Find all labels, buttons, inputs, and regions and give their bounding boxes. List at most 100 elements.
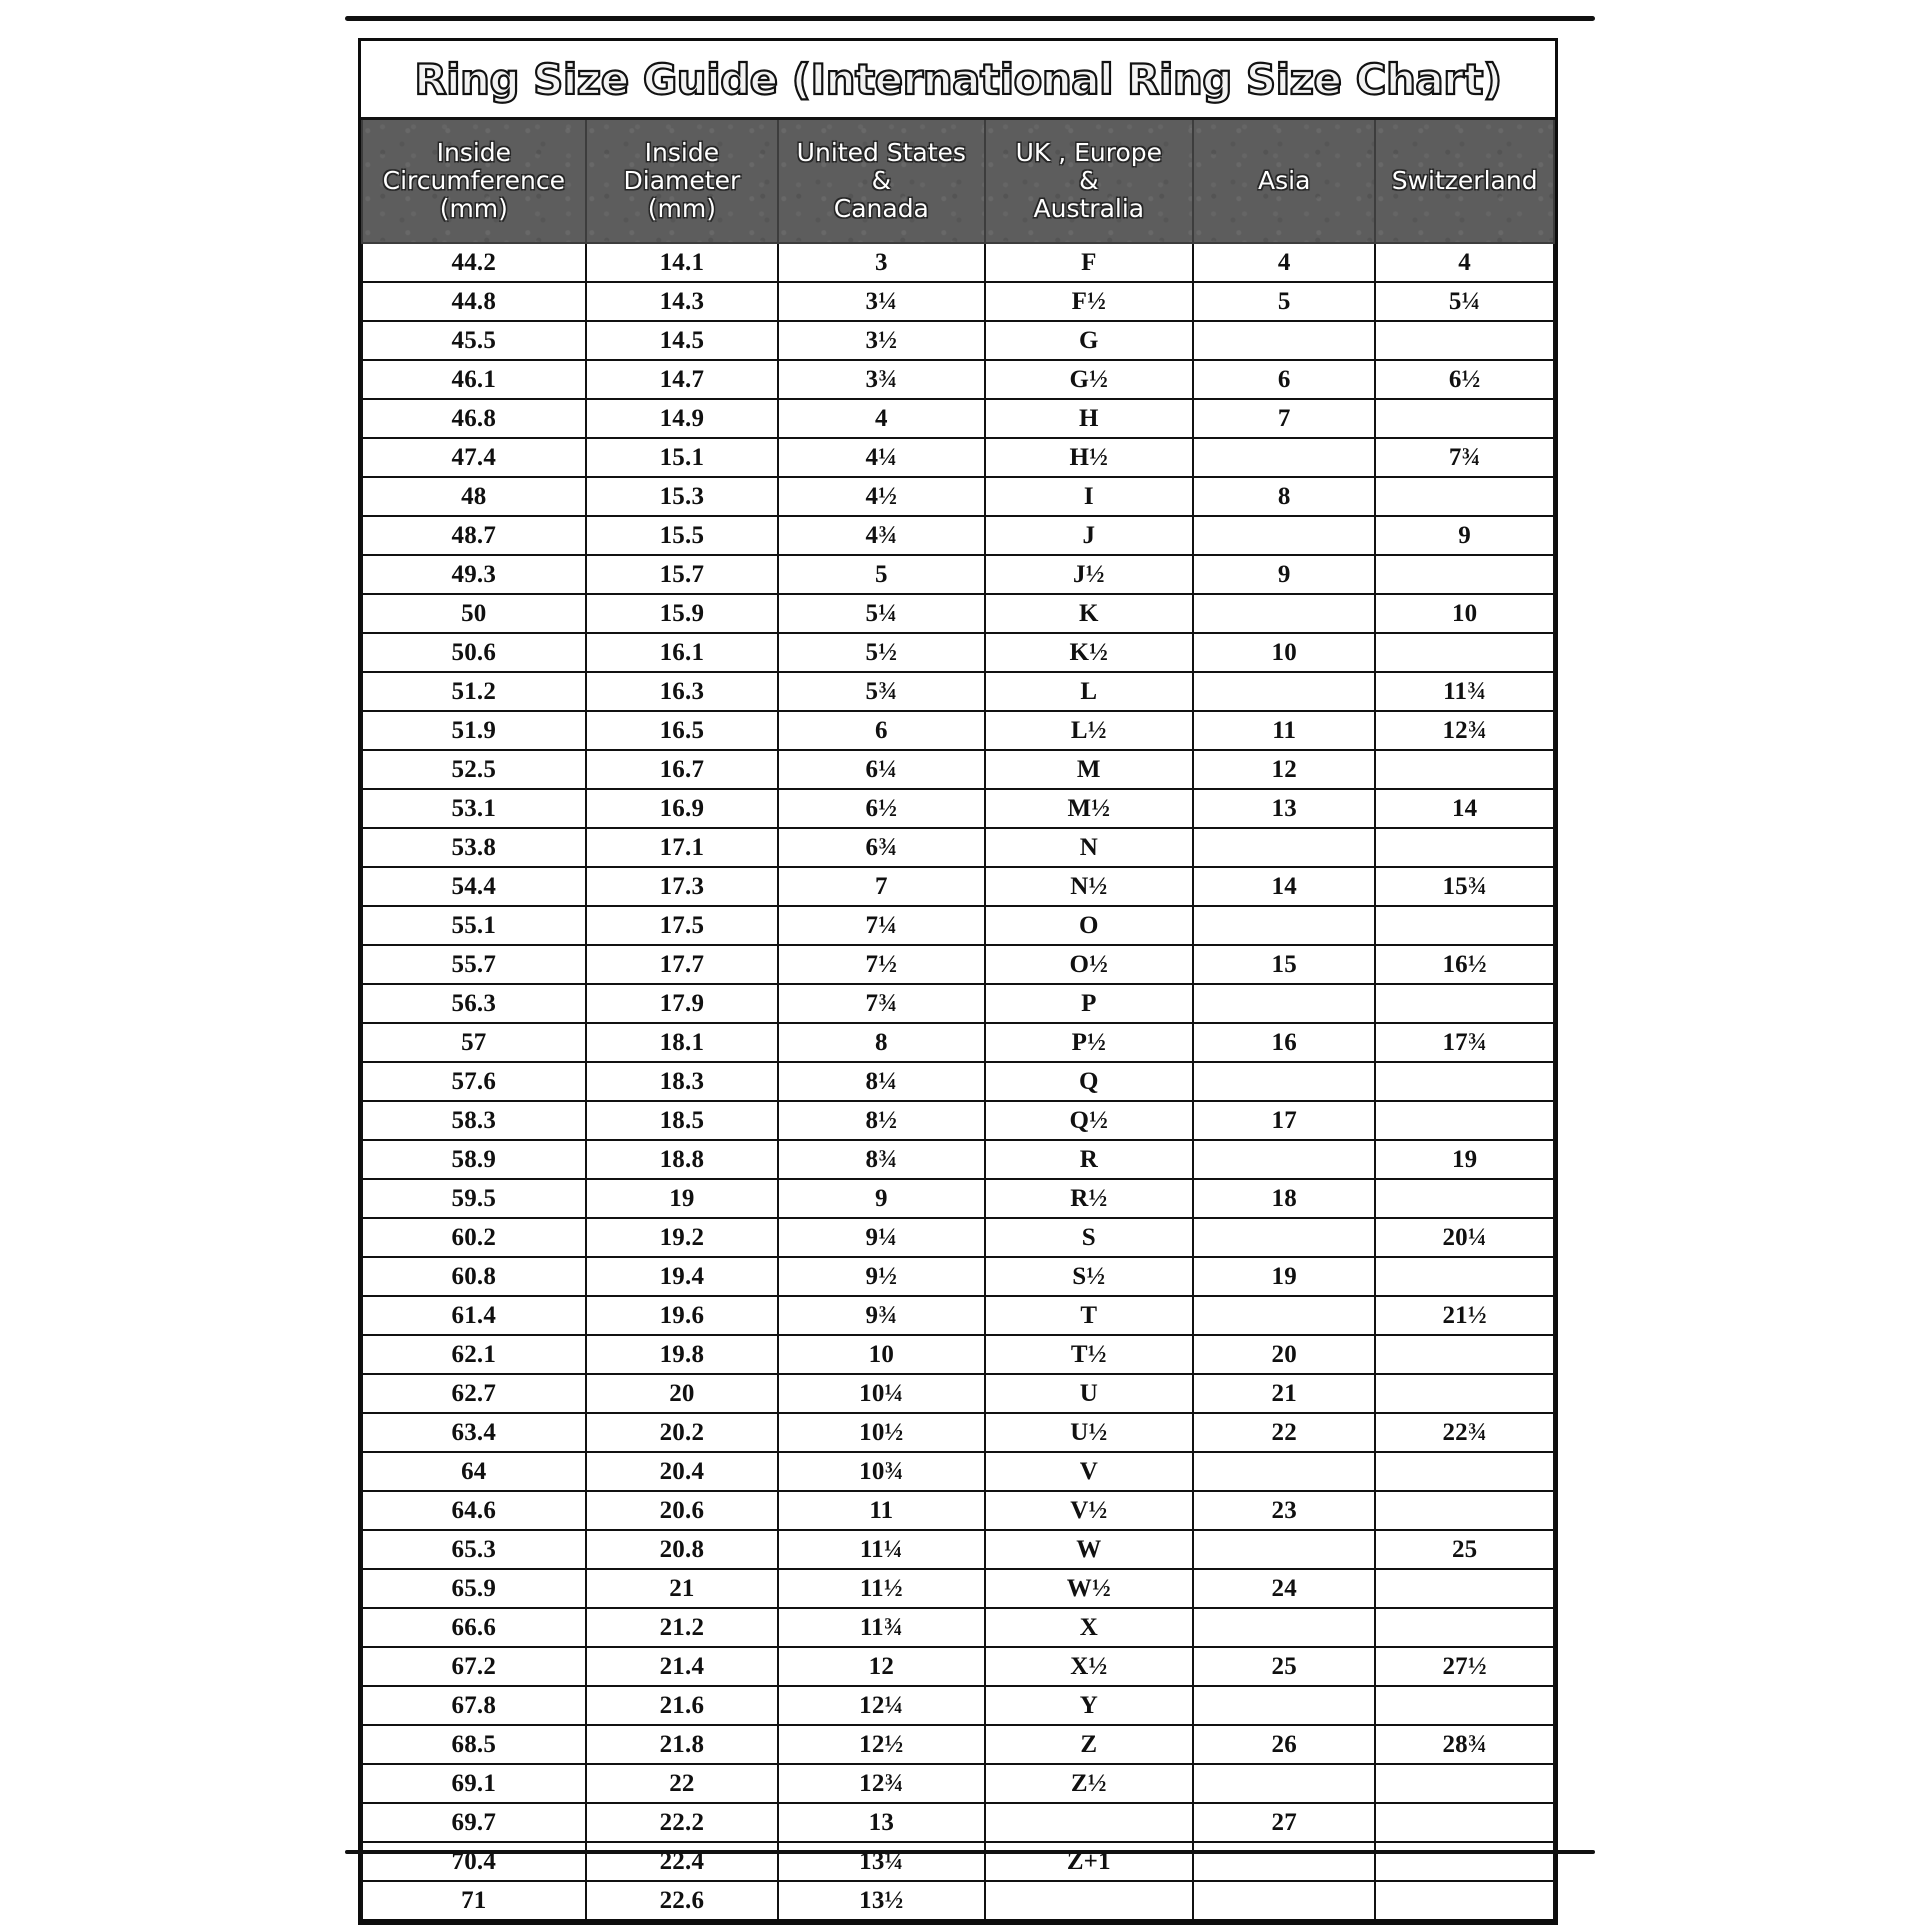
cell-asia: 25 bbox=[1192, 1646, 1377, 1687]
column-header-line: (mm) bbox=[439, 194, 508, 223]
cell-uk: O½ bbox=[983, 944, 1195, 985]
cell-uk bbox=[983, 1880, 1195, 1922]
table-row: 48 15.3 4½ I 8 bbox=[361, 476, 1555, 517]
table-row: 50 15.9 5¼ K 10 bbox=[361, 593, 1555, 634]
cell-diameter: 20.4 bbox=[584, 1451, 780, 1492]
cell-uk: G bbox=[983, 320, 1195, 361]
cell-us: 11½ bbox=[777, 1568, 986, 1609]
cell-circumference: 62.7 bbox=[361, 1373, 587, 1414]
cell-us: 13 bbox=[777, 1802, 986, 1843]
cell-circumference: 67.2 bbox=[361, 1646, 587, 1687]
cell-circumference: 49.3 bbox=[361, 554, 587, 595]
cell-us: 3 bbox=[777, 242, 986, 283]
page-bottom-rule bbox=[345, 1850, 1595, 1854]
column-header-line: Diameter bbox=[623, 166, 741, 195]
cell-us: 7½ bbox=[777, 944, 986, 985]
cell-circumference: 51.2 bbox=[361, 671, 587, 712]
cell-asia bbox=[1192, 1061, 1377, 1102]
cell-circumference: 44.2 bbox=[361, 242, 587, 283]
column-header-line: Asia bbox=[1258, 166, 1311, 195]
cell-asia bbox=[1192, 1295, 1377, 1336]
cell-us: 4¾ bbox=[777, 515, 986, 556]
cell-switzerland: 5¼ bbox=[1374, 281, 1555, 322]
cell-asia bbox=[1192, 593, 1377, 634]
cell-asia bbox=[1192, 671, 1377, 712]
cell-switzerland bbox=[1374, 1334, 1555, 1375]
cell-us: 9 bbox=[777, 1178, 986, 1219]
cell-asia: 21 bbox=[1192, 1373, 1377, 1414]
cell-diameter: 17.5 bbox=[584, 905, 780, 946]
cell-diameter: 20.2 bbox=[584, 1412, 780, 1453]
cell-diameter: 22.4 bbox=[584, 1841, 780, 1882]
cell-switzerland: 10 bbox=[1374, 593, 1555, 634]
table-row: 45.5 14.5 3½ G bbox=[361, 320, 1555, 361]
cell-asia bbox=[1192, 827, 1377, 868]
cell-us: 3½ bbox=[777, 320, 986, 361]
cell-diameter: 16.5 bbox=[584, 710, 780, 751]
cell-diameter: 22.2 bbox=[584, 1802, 780, 1843]
cell-circumference: 47.4 bbox=[361, 437, 587, 478]
cell-circumference: 55.7 bbox=[361, 944, 587, 985]
cell-diameter: 22 bbox=[584, 1763, 780, 1804]
cell-diameter: 15.1 bbox=[584, 437, 780, 478]
cell-circumference: 46.8 bbox=[361, 398, 587, 439]
cell-asia: 12 bbox=[1192, 749, 1377, 790]
table-row: 62.7 20 10¼ U 21 bbox=[361, 1373, 1555, 1414]
cell-uk: Z bbox=[983, 1724, 1195, 1765]
cell-circumference: 57.6 bbox=[361, 1061, 587, 1102]
cell-diameter: 16.3 bbox=[584, 671, 780, 712]
cell-switzerland bbox=[1374, 905, 1555, 946]
column-header-line: Inside bbox=[644, 138, 720, 167]
cell-uk: W bbox=[983, 1529, 1195, 1570]
cell-switzerland bbox=[1374, 554, 1555, 595]
table-row: 57 18.1 8 P½ 16 17¾ bbox=[361, 1022, 1555, 1063]
cell-asia: 7 bbox=[1192, 398, 1377, 439]
cell-uk: X½ bbox=[983, 1646, 1195, 1687]
column-header-line: & bbox=[1079, 166, 1099, 195]
cell-us: 11¼ bbox=[777, 1529, 986, 1570]
table-row: 58.9 18.8 8¾ R 19 bbox=[361, 1139, 1555, 1180]
column-header-uk: UK , Europe & Australia bbox=[983, 117, 1195, 244]
column-header-line: Canada bbox=[833, 194, 929, 223]
cell-circumference: 56.3 bbox=[361, 983, 587, 1024]
column-header-line: Australia bbox=[1033, 194, 1145, 223]
cell-circumference: 50 bbox=[361, 593, 587, 634]
cell-switzerland: 17¾ bbox=[1374, 1022, 1555, 1063]
cell-diameter: 15.7 bbox=[584, 554, 780, 595]
cell-asia bbox=[1192, 1217, 1377, 1258]
cell-switzerland: 20¼ bbox=[1374, 1217, 1555, 1258]
cell-circumference: 68.5 bbox=[361, 1724, 587, 1765]
cell-us: 13¼ bbox=[777, 1841, 986, 1882]
table-row: 55.1 17.5 7¼ O bbox=[361, 905, 1555, 946]
table-row: 48.7 15.5 4¾ J 9 bbox=[361, 515, 1555, 556]
cell-switzerland: 9 bbox=[1374, 515, 1555, 556]
cell-asia bbox=[1192, 1841, 1377, 1882]
cell-switzerland bbox=[1374, 1802, 1555, 1843]
cell-uk: U bbox=[983, 1373, 1195, 1414]
table-row: 51.9 16.5 6 L½ 11 12¾ bbox=[361, 710, 1555, 751]
cell-switzerland: 4 bbox=[1374, 242, 1555, 283]
cell-diameter: 14.9 bbox=[584, 398, 780, 439]
cell-diameter: 21.6 bbox=[584, 1685, 780, 1726]
cell-diameter: 19 bbox=[584, 1178, 780, 1219]
column-header-line: United States bbox=[796, 138, 966, 167]
cell-us: 4 bbox=[777, 398, 986, 439]
cell-switzerland bbox=[1374, 1880, 1555, 1922]
column-header-line: UK , Europe bbox=[1015, 138, 1163, 167]
cell-diameter: 14.1 bbox=[584, 242, 780, 283]
cell-switzerland bbox=[1374, 1256, 1555, 1297]
cell-asia: 22 bbox=[1192, 1412, 1377, 1453]
cell-uk: F bbox=[983, 242, 1195, 283]
cell-uk: R bbox=[983, 1139, 1195, 1180]
cell-circumference: 66.6 bbox=[361, 1607, 587, 1648]
cell-uk: X bbox=[983, 1607, 1195, 1648]
cell-us: 3¼ bbox=[777, 281, 986, 322]
cell-uk: R½ bbox=[983, 1178, 1195, 1219]
table-row: 68.5 21.8 12½ Z 26 28¾ bbox=[361, 1724, 1555, 1765]
cell-asia bbox=[1192, 515, 1377, 556]
cell-us: 10¾ bbox=[777, 1451, 986, 1492]
table-row: 64.6 20.6 11 V½ 23 bbox=[361, 1490, 1555, 1531]
cell-diameter: 19.6 bbox=[584, 1295, 780, 1336]
cell-switzerland: 14 bbox=[1374, 788, 1555, 829]
cell-switzerland bbox=[1374, 1100, 1555, 1141]
